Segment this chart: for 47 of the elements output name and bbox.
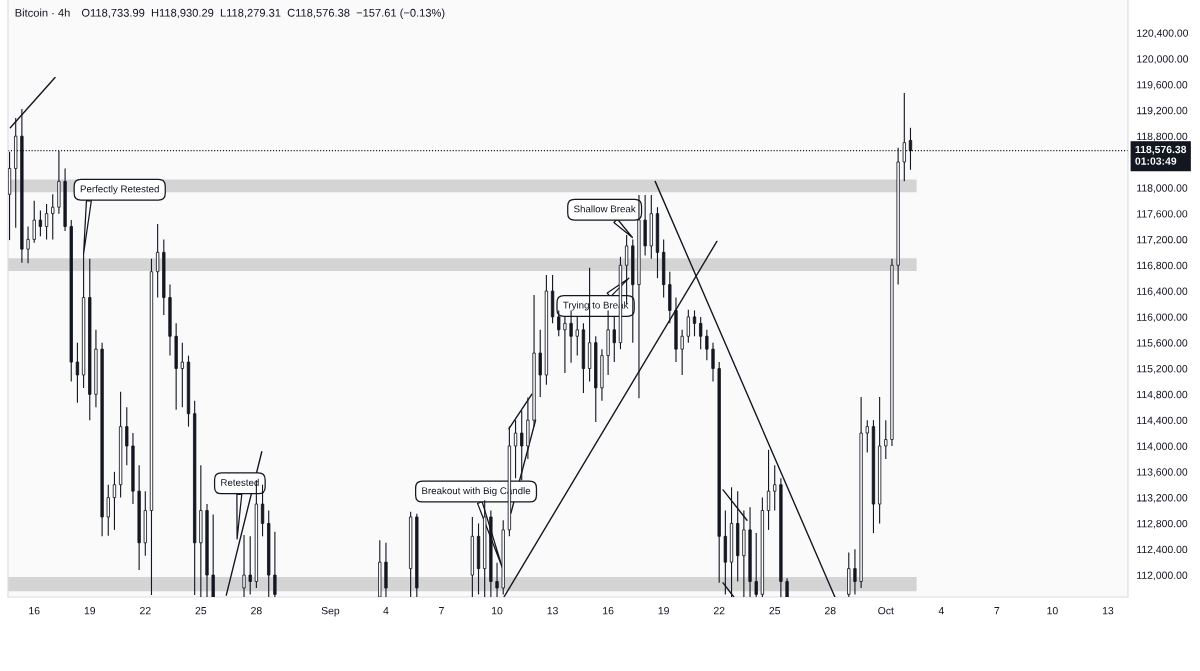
y-tick-label: 112,400.00 — [1137, 545, 1188, 555]
y-tick-label: 116,400.00 — [1137, 287, 1188, 297]
y-tick-label: 114,400.00 — [1137, 416, 1188, 426]
x-tick-label: 16 — [603, 607, 614, 615]
y-tick-label: 115,600.00 — [1137, 339, 1188, 348]
text: Bitcoin · 4h — [15, 8, 70, 17]
y-tick-label: 118,000.00 — [1137, 184, 1188, 193]
y-tick-label: 120,000.00 — [1137, 55, 1189, 64]
x-tick-label: 4 — [938, 607, 944, 615]
y-tick-label: 114,800.00 — [1137, 390, 1188, 400]
y-tick-label: 113,200.00 — [1137, 494, 1188, 503]
x-tick-label: 22 — [140, 607, 151, 615]
text: 01:03:49 — [1135, 157, 1177, 165]
x-tick-label: 10 — [1047, 607, 1058, 615]
y-tick-label: 120,400.00 — [1137, 29, 1189, 39]
x-tick-label: 28 — [824, 607, 836, 615]
text: O118,733.99 H118,930.29 L118,279.31 C118,576.38 −157.61 (−0.13%) — [81, 8, 445, 19]
x-tick-label: 16 — [29, 607, 40, 615]
x-tick-label: 7 — [994, 607, 1000, 615]
x-tick-label: 4 — [383, 607, 389, 615]
x-tick-label: Sep — [321, 607, 340, 617]
y-tick-label: 112,000.00 — [1137, 571, 1188, 581]
x-tick-label: 13 — [1102, 607, 1114, 615]
y-tick-label: 116,800.00 — [1137, 261, 1188, 271]
y-tick-label: 119,200.00 — [1137, 106, 1188, 116]
x-tick-label: 28 — [251, 607, 262, 615]
y-tick-label: 114,000.00 — [1137, 442, 1188, 452]
y-tick-label: 117,600.00 — [1137, 210, 1188, 219]
x-tick-label: 7 — [439, 607, 444, 615]
y-tick-label: 115,200.00 — [1137, 365, 1188, 374]
x-tick-label: 25 — [769, 607, 781, 615]
ref-line-label: 118,576.38 — [1135, 145, 1187, 155]
annotation: Perfectly Retested — [80, 185, 159, 195]
x-tick-label: 19 — [658, 607, 669, 615]
y-tick-label: 119,600.00 — [1137, 81, 1188, 90]
y-tick-label: 117,200.00 — [1137, 235, 1188, 245]
x-tick-label: 10 — [492, 607, 503, 615]
x-tick-label: 13 — [547, 607, 558, 615]
y-tick-label: 112,800.00 — [1137, 519, 1188, 529]
x-tick-label: 25 — [195, 607, 207, 615]
y-tick-label: 116,000.00 — [1137, 313, 1188, 322]
x-tick-label: 22 — [713, 607, 725, 615]
annotation: Shallow Break — [574, 205, 636, 213]
x-tick-label: 19 — [84, 607, 96, 615]
y-tick-label: 113,600.00 — [1137, 468, 1188, 477]
x-tick-label: Oct — [878, 607, 894, 615]
y-tick-label: 118,800.00 — [1137, 132, 1188, 142]
